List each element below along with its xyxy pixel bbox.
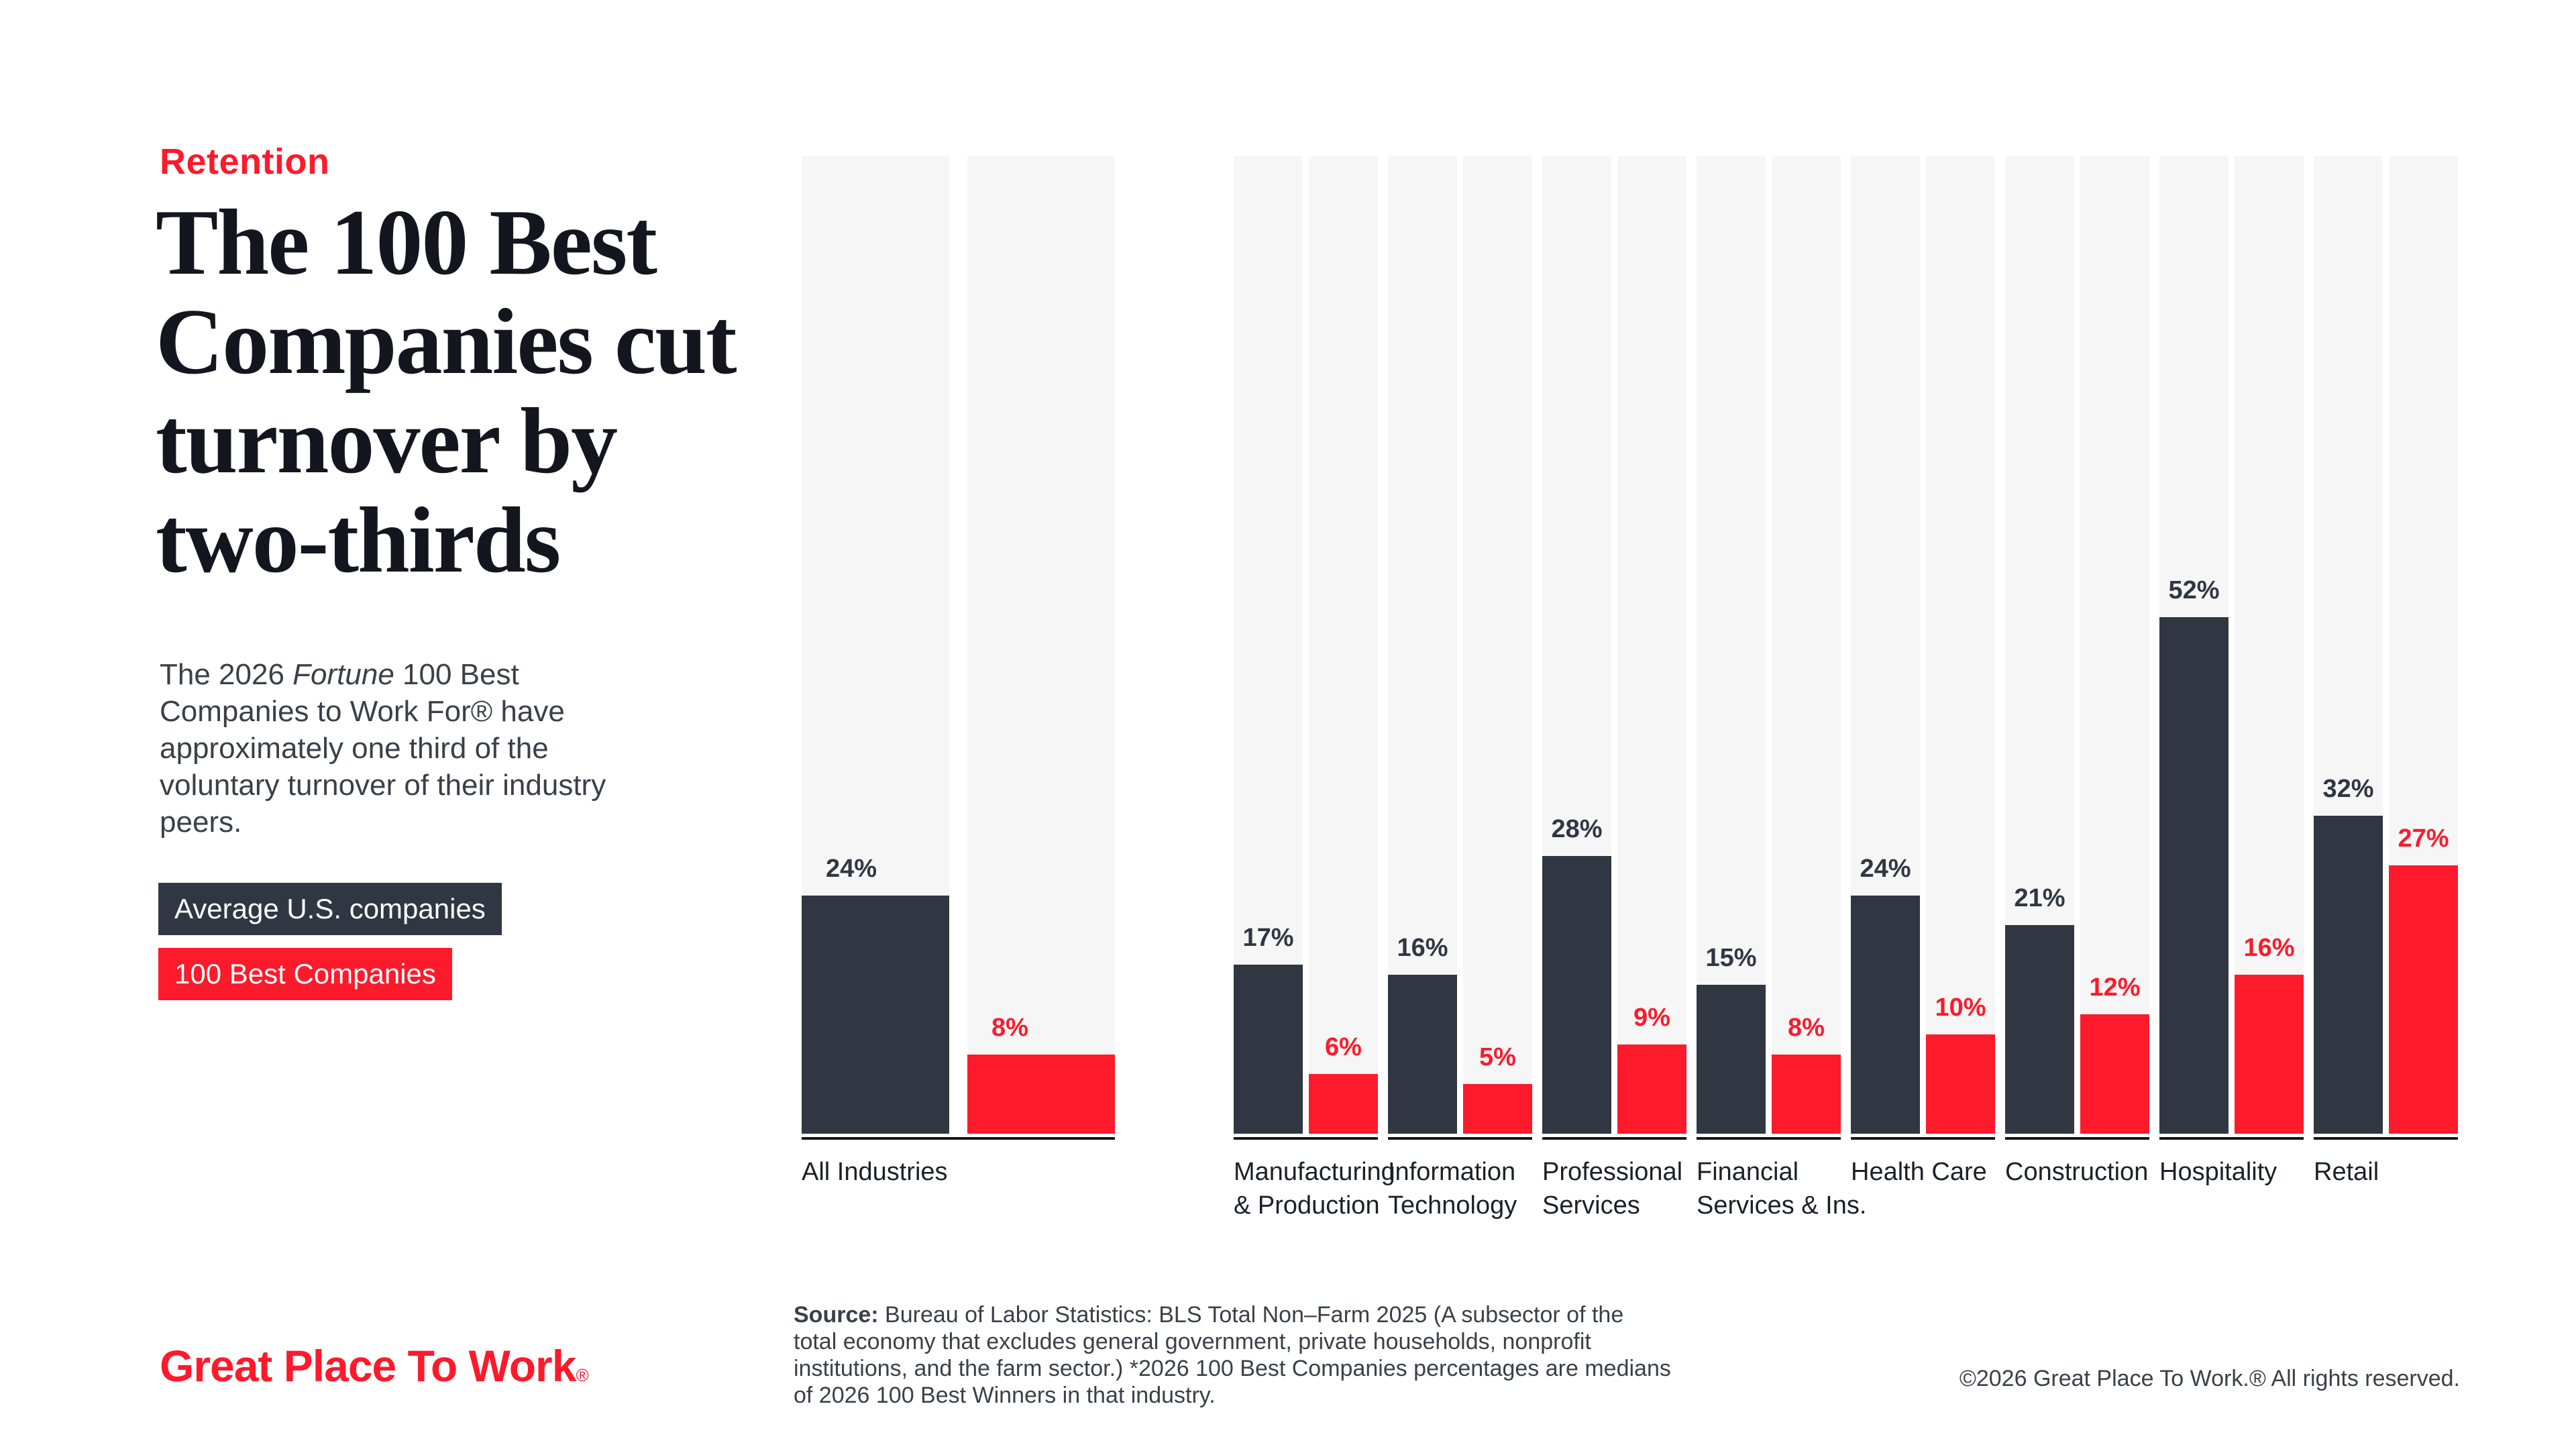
- description-post: 100 Best Companies to Work For® have app…: [160, 658, 606, 839]
- bar-average-us-retail: [2314, 816, 2383, 1134]
- bar-track: 15%: [1697, 156, 1766, 1134]
- category-label-manufacturing-production: Manufacturing & Production: [1234, 1158, 1395, 1220]
- bar-value-label: 21%: [2014, 884, 2065, 912]
- legend-chip-100-best: 100 Best Companies: [158, 948, 452, 1000]
- category-baseline-rule: [2159, 1137, 2304, 1140]
- bar-value-label: 27%: [2398, 824, 2449, 853]
- bar-value-label: 9%: [1633, 1004, 1670, 1032]
- bar-track: 27%: [2389, 156, 2458, 1134]
- category-label-financial-services-ins: Financial Services & Ins.: [1697, 1158, 1867, 1220]
- chart-group-manufacturing-production: 17% 6% Manufacturing & Production: [1234, 156, 1395, 1297]
- bar-track: 9%: [1617, 156, 1686, 1134]
- category-baseline-rule: [1388, 1137, 1532, 1140]
- bar-value-label: 12%: [2089, 973, 2141, 1002]
- bar-track: 8%: [967, 156, 1115, 1134]
- bar-track: 28%: [1542, 156, 1611, 1134]
- chart-group-professional-services: 28% 9% Professional Services: [1542, 156, 1686, 1297]
- bar-average-us-health-care: [1851, 896, 1920, 1134]
- bar-average-us-manufacturing-production: [1234, 965, 1303, 1134]
- bar-value-label: 10%: [1935, 994, 1986, 1022]
- category-baseline-rule: [1851, 1137, 1995, 1140]
- bar-value-label: 5%: [1479, 1043, 1516, 1071]
- category-baseline-rule: [1697, 1137, 1841, 1140]
- bar-track: 8%: [1772, 156, 1841, 1134]
- category-label-construction: Construction: [2005, 1158, 2149, 1186]
- bar-100-best-professional-services: [1617, 1044, 1686, 1134]
- chart-group-health-care: 24% 10% Health Care: [1851, 156, 1995, 1297]
- category-label-health-care: Health Care: [1851, 1158, 1987, 1186]
- chart-group-retail: 32% 27% Retail: [2314, 156, 2458, 1297]
- description-pre: The 2026: [160, 658, 293, 691]
- category-label-professional-services: Professional Services: [1542, 1158, 1683, 1220]
- chart-group-hospitality: 52% 16% Hospitality: [2159, 156, 2304, 1297]
- bar-value-label: 24%: [826, 855, 877, 883]
- bar-100-best-all-industries: [967, 1055, 1115, 1134]
- legend: Average U.S. companies 100 Best Companie…: [158, 883, 502, 1000]
- bar-track: 52%: [2159, 156, 2229, 1134]
- legend-chip-average-us: Average U.S. companies: [158, 883, 502, 935]
- source-label: Source:: [794, 1302, 879, 1328]
- bar-100-best-information-technology: [1463, 1084, 1532, 1134]
- bar-average-us-hospitality: [2159, 617, 2229, 1134]
- bar-average-us-professional-services: [1542, 856, 1611, 1134]
- description-italic-fortune: Fortune: [292, 658, 394, 691]
- bar-average-us-all-industries: [802, 896, 949, 1134]
- chart-group-information-technology: 16% 5% Information Technology: [1388, 156, 1532, 1297]
- bar-100-best-health-care: [1926, 1034, 1995, 1134]
- source-text: Bureau of Labor Statistics: BLS Total No…: [794, 1302, 1671, 1408]
- registered-mark-icon: ®: [576, 1365, 588, 1385]
- bar-100-best-hospitality: [2235, 975, 2304, 1134]
- bar-value-label: 32%: [2322, 775, 2374, 803]
- bar-track: 12%: [2080, 156, 2149, 1134]
- bar-100-best-retail: [2389, 865, 2458, 1134]
- gptw-logo-text: Great Place To Work: [160, 1341, 576, 1391]
- category-baseline-rule: [1542, 1137, 1686, 1140]
- bar-value-label: 17%: [1242, 924, 1294, 952]
- category-label-retail: Retail: [2314, 1158, 2379, 1186]
- category-baseline-rule: [802, 1137, 1115, 1140]
- bar-value-label: 24%: [1860, 855, 1911, 883]
- bar-100-best-construction: [2080, 1014, 2149, 1134]
- bar-average-us-financial-services-ins: [1697, 985, 1766, 1134]
- bar-value-label: 28%: [1551, 815, 1603, 843]
- category-label-hospitality: Hospitality: [2159, 1158, 2277, 1186]
- chart-group-all-industries: 24% 8% All Industries: [802, 156, 1115, 1297]
- bar-track: 16%: [1388, 156, 1457, 1134]
- category-label-all-industries: All Industries: [802, 1158, 948, 1186]
- copyright-text: ©2026 Great Place To Work.® All rights r…: [1959, 1366, 2460, 1391]
- gptw-logo: Great Place To Work®: [160, 1340, 589, 1391]
- bar-value-label: 15%: [1705, 944, 1757, 972]
- bar-track: 6%: [1309, 156, 1378, 1134]
- bar-value-label: 52%: [2168, 576, 2220, 604]
- bar-track: 24%: [802, 156, 949, 1134]
- bar-track: 16%: [2235, 156, 2304, 1134]
- chart-group-financial-services-ins: 15% 8% Financial Services & Ins.: [1697, 156, 1866, 1297]
- category-baseline-rule: [1234, 1137, 1378, 1140]
- bar-track: 24%: [1851, 156, 1920, 1134]
- bar-average-us-information-technology: [1388, 975, 1457, 1134]
- bar-track: 21%: [2005, 156, 2074, 1134]
- chart-group-construction: 21% 12% Construction: [2005, 156, 2149, 1297]
- eyebrow-retention: Retention: [160, 142, 330, 182]
- page-title: The 100 Best Companies cut turnover by t…: [156, 191, 737, 592]
- bar-100-best-manufacturing-production: [1309, 1074, 1378, 1134]
- bar-track: 10%: [1926, 156, 1995, 1134]
- bar-track: 17%: [1234, 156, 1303, 1134]
- category-baseline-rule: [2005, 1137, 2149, 1140]
- bar-value-label: 16%: [2243, 934, 2295, 962]
- bar-track: 5%: [1463, 156, 1532, 1134]
- description-text: The 2026 Fortune 100 Best Companies to W…: [160, 656, 610, 841]
- bar-value-label: 6%: [1325, 1033, 1362, 1061]
- category-label-information-technology: Information Technology: [1388, 1158, 1517, 1220]
- bar-value-label: 8%: [991, 1014, 1028, 1042]
- category-baseline-rule: [2314, 1137, 2458, 1140]
- bar-value-label: 8%: [1788, 1014, 1825, 1042]
- bar-100-best-financial-services-ins: [1772, 1055, 1841, 1134]
- bar-track: 32%: [2314, 156, 2383, 1134]
- source-note: Source: Bureau of Labor Statistics: BLS …: [794, 1301, 1672, 1409]
- bar-average-us-construction: [2005, 925, 2074, 1134]
- bar-value-label: 16%: [1397, 934, 1448, 962]
